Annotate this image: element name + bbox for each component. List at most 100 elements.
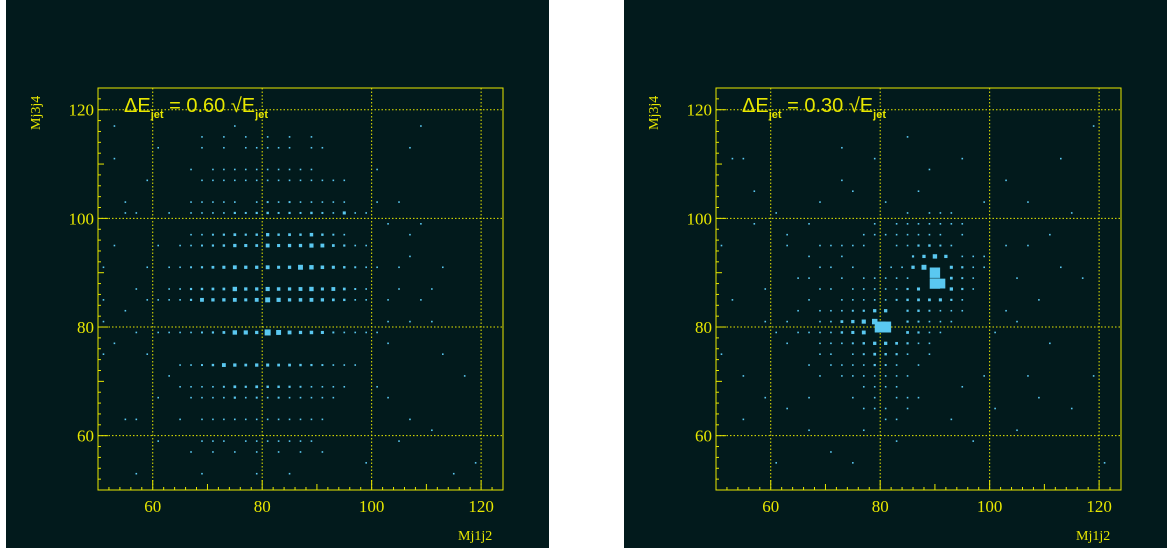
bin-marker bbox=[819, 331, 821, 334]
bin-marker bbox=[950, 223, 953, 225]
bin-marker bbox=[365, 288, 367, 290]
bin-marker bbox=[354, 212, 357, 214]
bin-marker bbox=[212, 418, 214, 421]
bin-marker bbox=[961, 266, 964, 269]
bin-marker bbox=[113, 244, 116, 247]
bin-marker bbox=[808, 255, 810, 258]
bin-marker bbox=[299, 451, 302, 453]
bin-marker bbox=[331, 298, 335, 302]
bin-marker bbox=[830, 364, 832, 366]
bin-marker bbox=[906, 353, 909, 356]
bin-marker bbox=[906, 320, 909, 323]
bin-marker bbox=[786, 244, 788, 247]
bin-marker bbox=[179, 331, 181, 334]
bin-marker bbox=[720, 244, 723, 247]
bin-marker bbox=[884, 407, 887, 410]
bin-marker bbox=[321, 451, 324, 453]
bin-marker bbox=[124, 212, 127, 214]
bin-marker bbox=[277, 451, 280, 453]
bin-marker bbox=[819, 244, 821, 247]
bin-marker bbox=[124, 418, 127, 421]
bin-marker bbox=[972, 440, 975, 442]
bin-marker bbox=[157, 146, 160, 149]
bin-marker bbox=[994, 407, 996, 410]
bin-marker bbox=[873, 299, 876, 301]
bin-marker bbox=[1027, 201, 1029, 203]
bin-marker bbox=[244, 418, 247, 421]
bin-marker bbox=[387, 342, 389, 345]
bin-marker bbox=[113, 157, 116, 160]
bin-marker bbox=[852, 244, 854, 247]
bin-marker bbox=[862, 364, 865, 366]
bin-marker bbox=[922, 254, 926, 259]
x-tick-label: 100 bbox=[359, 497, 385, 516]
bin-marker bbox=[819, 353, 821, 355]
bin-marker bbox=[376, 331, 378, 334]
bin-marker bbox=[223, 212, 225, 214]
bin-marker bbox=[157, 299, 160, 301]
bin-marker bbox=[309, 243, 314, 248]
bin-marker bbox=[928, 223, 931, 225]
bin-marker bbox=[287, 330, 292, 335]
bin-marker bbox=[961, 223, 964, 225]
bin-marker bbox=[277, 363, 280, 367]
bin-marker bbox=[873, 223, 876, 225]
bin-marker bbox=[365, 462, 367, 464]
bin-marker bbox=[233, 385, 237, 389]
bin-marker bbox=[298, 264, 303, 270]
bin-marker bbox=[972, 288, 975, 290]
bin-marker bbox=[288, 146, 291, 149]
bin-marker bbox=[1103, 462, 1106, 464]
bin-marker bbox=[841, 146, 843, 149]
bin-marker bbox=[233, 396, 236, 399]
bin-marker bbox=[906, 233, 909, 236]
bin-marker bbox=[983, 266, 985, 269]
bin-marker bbox=[917, 190, 920, 193]
bin-marker bbox=[840, 320, 844, 323]
bin-marker bbox=[852, 364, 854, 366]
bin-marker bbox=[255, 201, 258, 203]
bin-marker bbox=[211, 331, 215, 334]
bin-marker bbox=[266, 385, 269, 388]
bin-marker bbox=[320, 243, 325, 248]
bin-marker bbox=[190, 385, 192, 388]
x-axis-title: Mj1j2 bbox=[458, 529, 492, 544]
y-tick-label: 120 bbox=[69, 101, 95, 120]
bin-marker bbox=[266, 146, 269, 149]
bin-marker bbox=[201, 331, 203, 334]
bin-marker bbox=[255, 472, 258, 475]
bin-marker bbox=[819, 342, 821, 345]
bin-marker bbox=[179, 364, 181, 366]
bin-marker bbox=[775, 331, 778, 334]
bin-marker bbox=[343, 298, 346, 302]
bin-marker bbox=[157, 244, 160, 247]
bin-marker bbox=[342, 287, 346, 291]
bin-marker bbox=[201, 440, 203, 442]
y-tick-label: 80 bbox=[695, 318, 712, 337]
bin-marker bbox=[431, 429, 433, 432]
bin-marker bbox=[277, 265, 281, 269]
chart-panel-right: 60 80 100 120 60 80 100 120 ΔEjet = 0.30 √Ejet … bbox=[624, 0, 1167, 548]
bin-marker bbox=[102, 266, 105, 269]
bin-marker bbox=[299, 363, 302, 367]
x-tick-label: 60 bbox=[762, 497, 779, 516]
bin-marker bbox=[244, 440, 247, 442]
bin-marker bbox=[222, 233, 225, 236]
bin-marker bbox=[808, 364, 810, 366]
bin-marker bbox=[862, 407, 865, 410]
bin-marker bbox=[420, 125, 422, 127]
bin-marker bbox=[135, 288, 138, 290]
bin-marker bbox=[819, 201, 821, 203]
bin-marker bbox=[808, 331, 810, 334]
bin-marker bbox=[179, 299, 181, 301]
bin-marker bbox=[124, 309, 127, 312]
y-tick-label: 120 bbox=[687, 101, 713, 120]
bin-marker bbox=[211, 233, 214, 236]
bin-marker bbox=[200, 287, 204, 291]
bin-marker bbox=[830, 320, 832, 323]
bin-marker bbox=[255, 146, 258, 149]
bin-marker bbox=[201, 201, 203, 203]
bin-marker bbox=[342, 211, 346, 215]
bin-marker bbox=[266, 233, 270, 237]
bin-marker bbox=[797, 331, 799, 334]
